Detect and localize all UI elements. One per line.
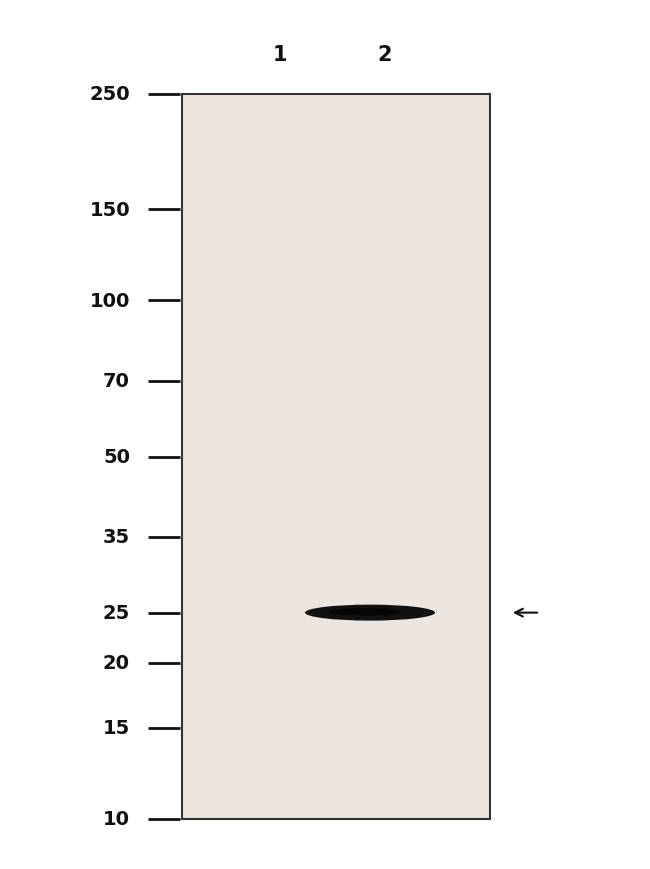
Text: 150: 150 (90, 201, 130, 219)
Text: 20: 20 (103, 653, 130, 673)
Text: 70: 70 (103, 372, 130, 391)
Text: 2: 2 (378, 45, 392, 65)
Text: 50: 50 (103, 448, 130, 467)
Text: 100: 100 (90, 291, 130, 310)
Text: 15: 15 (103, 719, 130, 737)
Text: 25: 25 (103, 603, 130, 622)
Text: 35: 35 (103, 527, 130, 547)
Text: 1: 1 (273, 45, 287, 65)
Ellipse shape (330, 608, 401, 616)
Ellipse shape (305, 605, 435, 621)
Bar (182, 95, 490, 819)
Text: 250: 250 (90, 85, 130, 104)
Text: 10: 10 (103, 810, 130, 828)
